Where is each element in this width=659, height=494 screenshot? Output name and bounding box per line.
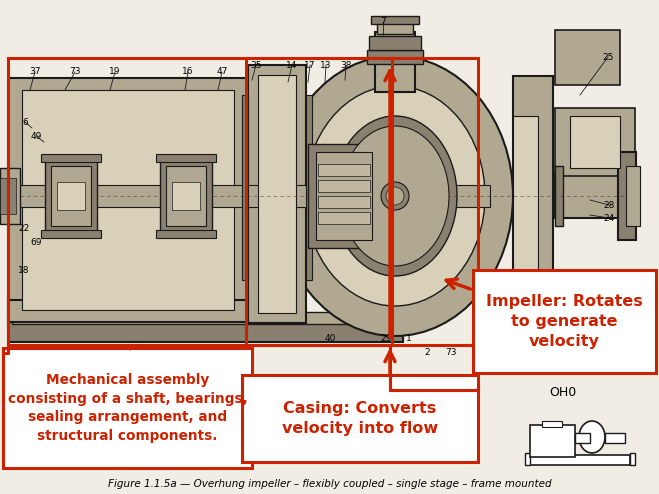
Bar (156, 230, 216, 238)
Bar (22, 90, 234, 310)
Text: 24: 24 (604, 213, 615, 222)
Text: 17: 17 (304, 60, 316, 70)
Text: 73: 73 (445, 347, 457, 357)
Bar (575, 433, 590, 443)
Bar (318, 212, 370, 224)
Bar (242, 95, 248, 280)
Bar (367, 50, 423, 64)
Text: 69: 69 (30, 238, 42, 247)
Ellipse shape (579, 421, 605, 453)
Text: 28: 28 (603, 201, 615, 209)
Bar (530, 425, 575, 457)
Bar (605, 433, 625, 443)
Text: 73: 73 (69, 68, 81, 77)
Bar (0, 185, 490, 207)
Ellipse shape (386, 187, 404, 205)
Bar (12, 312, 399, 324)
Bar (371, 16, 419, 24)
Text: 14: 14 (286, 60, 298, 70)
Bar (306, 95, 312, 280)
Bar (555, 108, 635, 176)
Text: 22: 22 (18, 223, 30, 233)
Text: 49: 49 (30, 131, 42, 140)
Text: Casing: Converts
velocity into flow: Casing: Converts velocity into flow (282, 401, 438, 436)
Bar (473, 270, 656, 373)
Text: 40: 40 (324, 333, 335, 342)
Ellipse shape (381, 182, 409, 210)
Bar (248, 65, 306, 323)
Text: OH0: OH0 (550, 385, 577, 399)
Text: 1: 1 (406, 333, 412, 342)
Text: 13: 13 (320, 60, 331, 70)
Ellipse shape (277, 56, 513, 336)
Bar (513, 76, 553, 316)
Bar (172, 182, 200, 210)
Bar (513, 116, 538, 276)
Text: 38: 38 (340, 60, 352, 70)
Text: 47: 47 (216, 68, 228, 77)
Bar (41, 154, 101, 162)
Bar (51, 166, 91, 226)
Bar (570, 116, 620, 168)
Bar (377, 22, 413, 34)
Bar (375, 32, 415, 92)
Text: 6: 6 (22, 118, 28, 126)
Bar (530, 455, 630, 465)
Bar (542, 421, 562, 427)
Bar (57, 182, 85, 210)
Text: 19: 19 (109, 68, 121, 77)
Bar (626, 166, 640, 226)
Bar (555, 166, 563, 226)
Text: 2: 2 (424, 347, 430, 357)
Text: 7: 7 (380, 17, 386, 27)
Text: 29: 29 (380, 333, 391, 342)
Text: Mechanical assembly
consisting of a shaft, bearings,
sealing arrangement, and
st: Mechanical assembly consisting of a shaf… (8, 372, 247, 444)
Bar (555, 174, 623, 218)
Bar (0, 178, 16, 214)
Ellipse shape (333, 116, 457, 276)
Bar (45, 158, 97, 234)
Text: Impeller: Rotates
to generate
velocity: Impeller: Rotates to generate velocity (486, 293, 643, 349)
Bar (242, 375, 478, 462)
Bar (3, 348, 252, 468)
Bar (246, 58, 478, 345)
Bar (618, 152, 636, 240)
Bar (316, 152, 372, 240)
Bar (318, 164, 370, 176)
Text: 37: 37 (29, 68, 41, 77)
Bar (555, 30, 620, 85)
Text: 18: 18 (18, 265, 30, 275)
Text: 16: 16 (183, 68, 194, 77)
Bar (234, 78, 248, 320)
Ellipse shape (305, 86, 485, 306)
Bar (8, 58, 392, 345)
Bar (8, 300, 248, 322)
Text: Figure 1.1.5a — Overhung impeller – flexibly coupled – single stage – frame moun: Figure 1.1.5a — Overhung impeller – flex… (107, 479, 552, 489)
Bar (369, 36, 421, 50)
Bar (318, 196, 370, 208)
Bar (318, 180, 370, 192)
Bar (166, 166, 206, 226)
Bar (0, 168, 20, 224)
Bar (160, 158, 212, 234)
Bar (41, 230, 101, 238)
Bar (156, 154, 216, 162)
Bar (8, 320, 403, 342)
Text: 35: 35 (250, 60, 262, 70)
Text: 25: 25 (602, 52, 614, 61)
Bar (8, 78, 248, 320)
Bar (308, 144, 380, 248)
Bar (258, 75, 296, 313)
Bar (630, 453, 635, 465)
Bar (8, 78, 22, 320)
Ellipse shape (341, 126, 449, 266)
Bar (525, 453, 530, 465)
